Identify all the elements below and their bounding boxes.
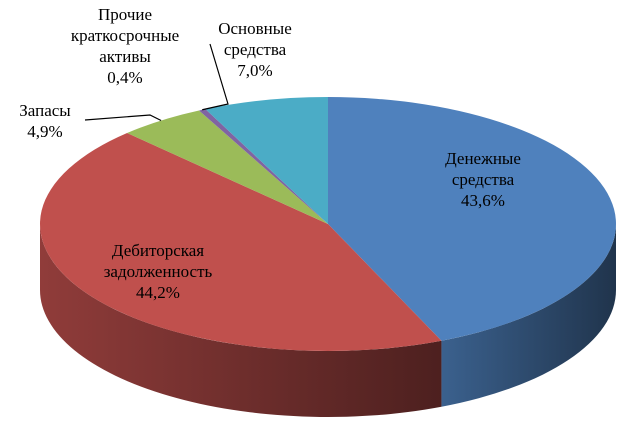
slice-side <box>40 224 442 417</box>
slice <box>40 133 442 351</box>
leader-line <box>202 43 229 111</box>
value-label: 0,4% <box>107 68 143 87</box>
value-label: 4,9% <box>27 122 63 141</box>
slice-label: Прочие краткосрочные активы 0,4% <box>55 4 195 88</box>
category-label: Дебиторская задолженность <box>103 241 213 281</box>
leader-line <box>84 114 162 122</box>
slice-label: Запасы 4,9% <box>5 100 85 142</box>
slice-label: Основные средства 7,0% <box>205 18 305 81</box>
value-label: 7,0% <box>237 61 273 80</box>
category-label: Денежные средства <box>445 149 521 189</box>
category-label: Основные средства <box>218 19 292 59</box>
value-label: 44,2% <box>136 283 180 302</box>
slice-side <box>441 224 616 407</box>
slice-label: Дебиторская задолженность 44,2% <box>68 240 248 303</box>
slice-label: Денежные средства 43,6% <box>418 148 548 211</box>
slice <box>127 110 328 224</box>
value-label: 43,6% <box>461 191 505 210</box>
category-label: Прочие краткосрочные активы <box>70 5 180 66</box>
category-label: Запасы <box>19 101 71 120</box>
slice <box>198 109 328 224</box>
slice <box>205 97 328 224</box>
slice <box>328 97 616 341</box>
